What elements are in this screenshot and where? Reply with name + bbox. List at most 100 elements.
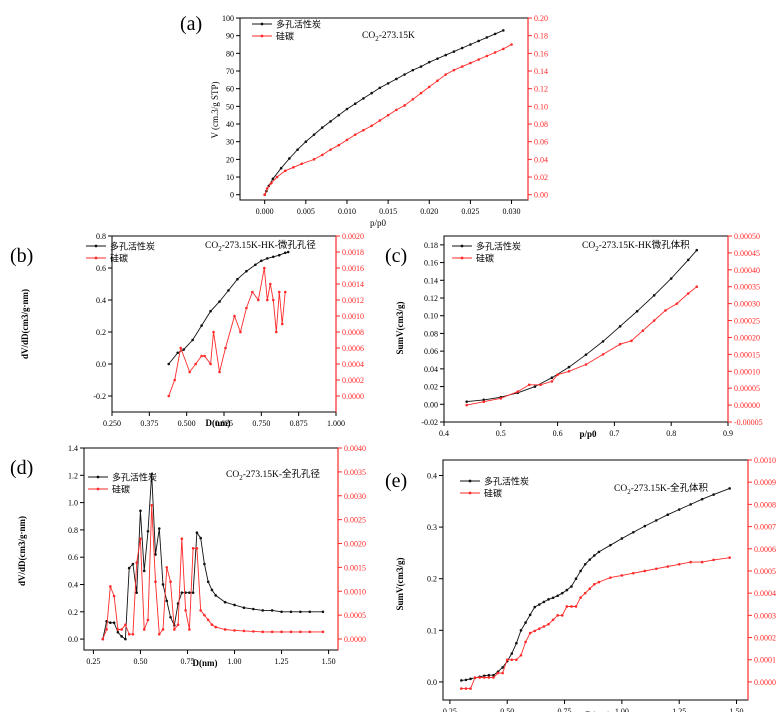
legend-marker [94,244,98,248]
data-point [299,630,302,634]
data-point [112,594,116,598]
y2-tick-label: 0.0000 [754,678,776,687]
data-point [362,128,365,132]
y2-tick-label: 0.00000 [734,401,760,410]
data-point [299,610,302,614]
data-point [180,591,184,594]
data-point [329,148,332,151]
data-point [427,60,431,64]
y-tick-label: 0.0 [68,635,78,644]
data-point [378,86,382,90]
data-point [542,600,546,604]
data-point [499,397,503,400]
data-point [157,527,161,530]
x-tick-label: 0.6 [553,429,563,438]
legend-marker [260,22,264,26]
legend-label: 多孔活性炭 [276,19,321,30]
data-point [161,628,165,631]
data-point [218,370,221,374]
legend-marker [96,475,100,479]
series-line-black [102,473,323,640]
data-point [560,591,564,595]
y-tick-label: 0.0 [427,678,437,687]
data-point [539,383,542,387]
data-point [579,569,582,573]
data-point [120,628,123,631]
data-point [411,97,415,101]
data-point [469,61,472,65]
data-point [191,546,195,550]
data-point [496,671,500,675]
data-point [173,378,177,382]
data-point [386,113,390,117]
y2-tick-label: 0.00015 [734,350,760,359]
y-tick-label: 90 [226,32,234,41]
y-tick-label: 50 [226,102,234,111]
y2-tick-label: 0.0001 [754,656,776,665]
data-point [116,628,120,631]
y2-tick-label: 0.0008 [754,500,776,509]
y2-tick-label: 0.04 [534,155,548,164]
data-point [191,591,195,594]
data-point [242,606,246,609]
data-point [411,68,415,72]
data-point [510,43,513,46]
data-point [620,537,624,540]
data-point [194,362,197,366]
title-rest: -273.15K [379,31,415,41]
data-point [131,562,135,566]
legend-marker [460,256,464,260]
y2-tick-label: 0.0010 [344,587,366,596]
data-point [510,658,514,662]
data-point [157,632,161,636]
x-tick-label: 0.5 [496,429,506,438]
data-point [601,353,605,356]
data-point [677,563,681,566]
y2-tick-label: 0.02 [534,173,548,182]
data-point [289,630,293,634]
panel-label: (b) [10,245,33,267]
series-line-black [264,29,504,195]
data-point [597,580,601,584]
data-point [345,138,349,142]
y2-tick-label: 0.12 [534,85,548,94]
y-tick-label: 0.2 [427,575,437,584]
data-point [664,309,667,312]
series-line-red [264,44,512,195]
data-point [452,68,456,72]
data-point [492,676,495,679]
data-point [214,594,218,597]
y-tick-label: 0.14 [424,276,438,285]
data-point [618,342,622,346]
y2-tick-label: 0.0000 [342,392,364,401]
data-point [550,376,554,380]
data-point [206,618,210,622]
data-point [271,177,275,181]
data-point [161,583,165,586]
data-point [464,678,468,682]
y2-tick-label: 0.00035 [734,283,760,292]
y-tick-label: 0.2 [68,608,78,617]
data-point [169,580,172,584]
data-point [169,615,172,619]
x-tick-label: 0.75 [180,657,194,666]
data-point [304,140,308,143]
y2-tick-label: 0.0002 [754,634,776,643]
data-point [695,248,699,252]
data-point [533,605,537,609]
data-point [460,687,463,690]
chart-title: CO2-273.15K [362,31,415,43]
data-point [277,253,281,257]
data-point [493,32,497,36]
legend-marker [468,479,472,483]
y2-tick-label: 0.0010 [342,312,364,321]
data-point [142,569,146,573]
data-point [547,598,550,601]
data-point [695,285,699,289]
data-point [288,157,291,160]
y-tick-label: 0.00 [424,400,438,409]
x-tick-label: 0.000 [256,207,274,216]
data-point [652,294,656,297]
data-point [574,605,578,608]
data-point [203,562,206,566]
